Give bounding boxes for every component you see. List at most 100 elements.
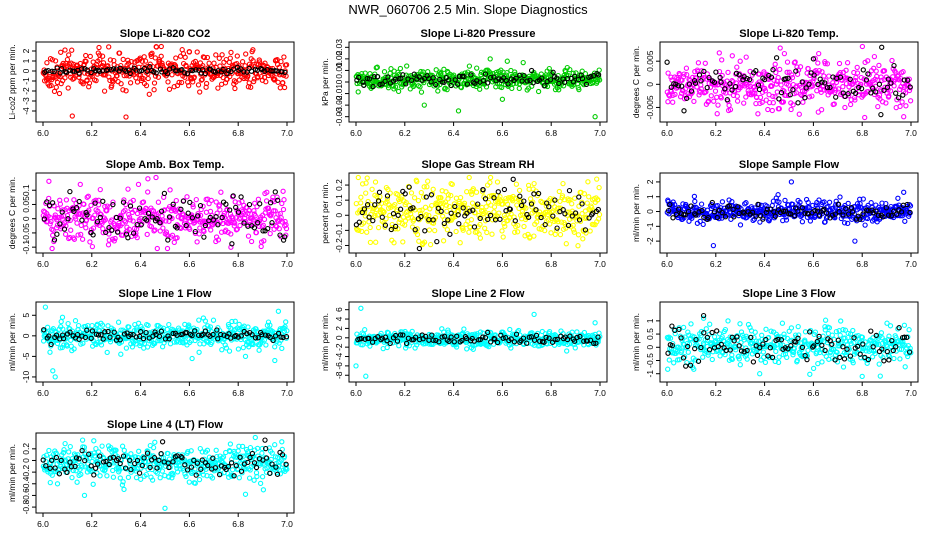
data-point — [734, 93, 740, 99]
data-point — [757, 219, 763, 225]
data-point — [396, 343, 402, 349]
data-point — [853, 74, 859, 81]
data-point — [772, 213, 778, 219]
data-point — [283, 62, 290, 68]
data-point — [710, 242, 717, 249]
data-point — [153, 70, 159, 76]
data-point — [261, 238, 267, 244]
data-point — [130, 218, 136, 224]
data-point — [802, 95, 808, 101]
data-point — [272, 189, 278, 195]
data-point — [104, 349, 110, 356]
data-point — [468, 217, 475, 223]
data-point — [250, 341, 256, 348]
data-point — [697, 218, 703, 225]
data-point — [692, 68, 698, 75]
data-point — [524, 340, 530, 346]
data-point — [757, 94, 764, 101]
data-point — [512, 331, 518, 338]
plot-frame — [35, 172, 295, 254]
data-point — [242, 353, 249, 360]
data-point — [488, 330, 494, 336]
data-point — [471, 224, 478, 230]
data-point — [688, 321, 694, 327]
data-point — [257, 201, 263, 207]
data-point — [572, 73, 578, 79]
data-point — [770, 100, 776, 106]
data-point — [264, 322, 271, 329]
data-point — [458, 84, 465, 91]
data-point — [463, 82, 470, 88]
data-point — [179, 339, 186, 345]
data-point — [430, 337, 436, 343]
data-point — [102, 329, 108, 335]
data-point — [358, 194, 364, 200]
data-point — [48, 82, 54, 89]
data-point — [836, 60, 843, 67]
data-point — [675, 83, 682, 89]
data-point — [183, 63, 189, 70]
data-point — [87, 239, 93, 245]
data-point — [106, 237, 112, 243]
data-point — [882, 84, 888, 90]
data-point — [527, 77, 533, 83]
x-tick-label: 6.0 — [350, 128, 362, 138]
series-1 — [40, 304, 290, 380]
data-point — [118, 351, 124, 357]
data-point — [504, 58, 510, 64]
data-point — [447, 231, 453, 237]
data-point — [816, 67, 822, 74]
data-point — [253, 229, 260, 236]
y-tick-label: 2 — [334, 326, 344, 331]
data-point — [852, 90, 859, 96]
y-tick-label: 0 — [334, 79, 344, 84]
data-point — [275, 308, 282, 314]
data-point — [385, 85, 392, 91]
data-point — [452, 203, 458, 210]
data-point — [416, 238, 422, 244]
data-point — [237, 222, 243, 229]
data-point — [505, 81, 511, 87]
data-point — [418, 89, 425, 95]
data-point — [764, 203, 770, 209]
data-point — [364, 175, 370, 181]
data-point — [899, 99, 905, 105]
data-point — [377, 81, 383, 88]
data-point — [441, 79, 447, 85]
y-tick-label: 0 — [21, 333, 31, 338]
data-point — [221, 332, 227, 338]
data-point — [533, 332, 540, 339]
data-point — [353, 222, 360, 228]
data-point — [210, 317, 217, 323]
data-point — [430, 186, 436, 192]
data-point — [59, 314, 66, 320]
data-point — [126, 324, 132, 330]
y-tick-label: -2 — [21, 87, 31, 95]
data-point — [685, 329, 691, 335]
data-point — [435, 200, 441, 206]
data-point — [888, 213, 894, 219]
data-point — [79, 217, 85, 223]
data-point — [408, 190, 415, 196]
data-point — [790, 201, 796, 208]
data-point — [281, 54, 287, 60]
data-point — [875, 103, 881, 110]
data-point — [487, 212, 494, 219]
data-point — [130, 197, 136, 204]
x-tick-label: 6.0 — [661, 388, 673, 398]
data-point — [456, 221, 462, 227]
data-point — [473, 189, 480, 195]
data-point — [781, 331, 787, 337]
data-point — [865, 88, 871, 95]
x-tick-label: 6.0 — [37, 259, 49, 269]
x-tick-label: 7.0 — [594, 259, 606, 269]
data-point — [507, 326, 513, 333]
data-point — [595, 196, 601, 203]
data-point — [707, 321, 713, 327]
data-point — [139, 58, 145, 64]
x-tick-label: 6.6 — [183, 128, 195, 138]
data-point — [510, 176, 516, 182]
data-point — [784, 59, 791, 65]
data-point — [126, 226, 132, 232]
data-point — [83, 52, 89, 59]
